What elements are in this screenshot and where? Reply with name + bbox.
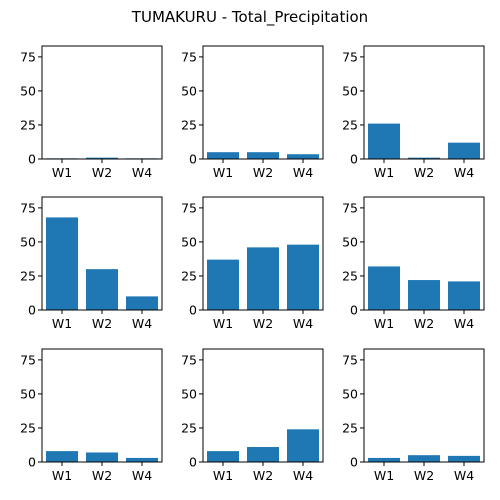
x-tick-label: W4 bbox=[454, 165, 474, 180]
y-tick-label: 25 bbox=[342, 420, 358, 435]
bar-w4 bbox=[448, 143, 480, 159]
bar-w1 bbox=[368, 266, 400, 310]
bar-w4 bbox=[126, 458, 158, 462]
bar-w1 bbox=[207, 451, 239, 462]
y-tick-label: 50 bbox=[20, 83, 36, 98]
x-tick-label: W1 bbox=[374, 468, 394, 483]
x-tick-label: W1 bbox=[374, 165, 394, 180]
y-tick-label: 75 bbox=[181, 49, 197, 64]
bar-w4 bbox=[448, 281, 480, 310]
y-tick-label: 0 bbox=[28, 152, 36, 167]
y-tick-label: 50 bbox=[181, 83, 197, 98]
y-tick-label: 25 bbox=[181, 420, 197, 435]
bar-w2 bbox=[86, 269, 118, 310]
y-tick-label: 50 bbox=[20, 386, 36, 401]
y-tick-label: 0 bbox=[28, 303, 36, 318]
y-tick-label: 50 bbox=[342, 386, 358, 401]
x-tick-label: W4 bbox=[293, 316, 313, 331]
bar-w4 bbox=[448, 456, 480, 462]
bar-w2 bbox=[247, 152, 279, 159]
x-tick-label: W2 bbox=[92, 316, 112, 331]
x-tick-label: W4 bbox=[293, 165, 313, 180]
bar-w1 bbox=[207, 260, 239, 310]
x-tick-label: W4 bbox=[132, 468, 152, 483]
y-tick-label: 50 bbox=[342, 234, 358, 249]
y-tick-label: 0 bbox=[350, 152, 358, 167]
bar-w2 bbox=[408, 455, 440, 462]
y-tick-label: 75 bbox=[20, 200, 36, 215]
bar-w1 bbox=[368, 124, 400, 159]
x-tick-label: W1 bbox=[213, 468, 233, 483]
y-tick-label: 0 bbox=[189, 455, 197, 470]
figure-title: TUMAKURU - Total_Precipitation bbox=[131, 8, 368, 27]
x-tick-label: W4 bbox=[454, 468, 474, 483]
y-tick-label: 75 bbox=[342, 200, 358, 215]
y-tick-label: 0 bbox=[350, 455, 358, 470]
y-tick-label: 0 bbox=[189, 303, 197, 318]
y-tick-label: 25 bbox=[20, 117, 36, 132]
x-tick-label: W1 bbox=[374, 316, 394, 331]
x-tick-label: W2 bbox=[414, 165, 434, 180]
y-tick-label: 50 bbox=[181, 386, 197, 401]
bar-w4 bbox=[126, 296, 158, 310]
y-tick-label: 25 bbox=[20, 268, 36, 283]
y-tick-label: 75 bbox=[181, 200, 197, 215]
y-tick-label: 75 bbox=[342, 49, 358, 64]
y-tick-label: 25 bbox=[342, 117, 358, 132]
y-tick-label: 50 bbox=[181, 234, 197, 249]
bar-w1 bbox=[368, 458, 400, 462]
x-tick-label: W2 bbox=[253, 316, 273, 331]
x-tick-label: W1 bbox=[213, 165, 233, 180]
bar-w4 bbox=[287, 429, 319, 462]
x-tick-label: W4 bbox=[293, 468, 313, 483]
x-tick-label: W2 bbox=[253, 468, 273, 483]
x-tick-label: W4 bbox=[132, 165, 152, 180]
bar-w2 bbox=[408, 280, 440, 310]
bar-w1 bbox=[46, 217, 78, 310]
x-tick-label: W1 bbox=[52, 468, 72, 483]
y-tick-label: 25 bbox=[181, 268, 197, 283]
y-tick-label: 50 bbox=[20, 234, 36, 249]
bar-w2 bbox=[247, 447, 279, 462]
y-tick-label: 0 bbox=[28, 455, 36, 470]
y-tick-label: 25 bbox=[342, 268, 358, 283]
y-tick-label: 75 bbox=[342, 352, 358, 367]
bar-w2 bbox=[247, 247, 279, 310]
x-tick-label: W2 bbox=[253, 165, 273, 180]
bar-w1 bbox=[207, 152, 239, 159]
x-tick-label: W4 bbox=[132, 316, 152, 331]
bar-w4 bbox=[287, 245, 319, 310]
x-tick-label: W1 bbox=[52, 316, 72, 331]
x-tick-label: W2 bbox=[414, 316, 434, 331]
bar-w2 bbox=[86, 452, 118, 462]
x-tick-label: W2 bbox=[92, 468, 112, 483]
x-tick-label: W1 bbox=[52, 165, 72, 180]
y-tick-label: 75 bbox=[20, 49, 36, 64]
bar-w1 bbox=[46, 451, 78, 462]
y-tick-label: 25 bbox=[20, 420, 36, 435]
x-tick-label: W4 bbox=[454, 316, 474, 331]
y-tick-label: 0 bbox=[350, 303, 358, 318]
x-tick-label: W2 bbox=[92, 165, 112, 180]
y-tick-label: 50 bbox=[342, 83, 358, 98]
bar-w4 bbox=[287, 154, 319, 159]
y-tick-label: 25 bbox=[181, 117, 197, 132]
x-tick-label: W2 bbox=[414, 468, 434, 483]
y-tick-label: 0 bbox=[189, 152, 197, 167]
y-tick-label: 75 bbox=[181, 352, 197, 367]
y-tick-label: 75 bbox=[20, 352, 36, 367]
x-tick-label: W1 bbox=[213, 316, 233, 331]
